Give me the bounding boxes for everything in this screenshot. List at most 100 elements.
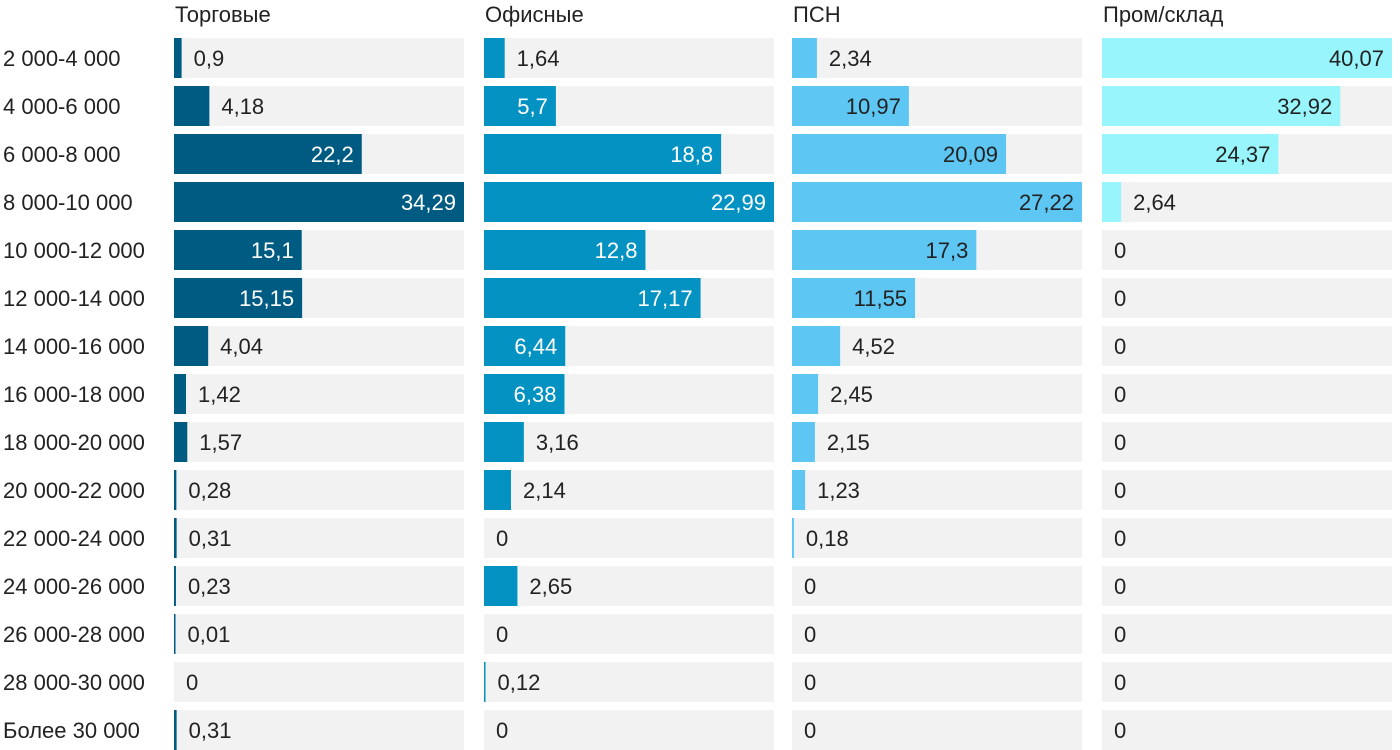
bar [484,566,518,606]
bar [1102,182,1122,222]
bar-track [174,518,464,558]
bar [792,326,841,366]
data-label: 2,65 [529,574,572,599]
data-label: 4,18 [221,94,264,119]
category-label: 18 000-20 000 [3,430,145,455]
data-label: 2,15 [827,430,870,455]
data-label: 0 [496,622,508,647]
data-label: 0 [1114,238,1126,263]
bar-track [1102,614,1392,654]
category-label: 4 000-6 000 [3,94,120,119]
bar [792,518,794,558]
bar-track [1102,566,1392,606]
data-label: 0 [1114,382,1126,407]
bar [174,326,209,366]
data-label: 0,9 [194,46,225,71]
bar [174,182,464,222]
bar [484,38,505,78]
data-label: 2,34 [829,46,872,71]
data-label: 4,52 [852,334,895,359]
bar [174,470,177,510]
bar [174,566,176,606]
bar-track [1102,326,1392,366]
bar [484,278,701,318]
data-label: 18,8 [670,142,713,167]
bar-track [1102,422,1392,462]
data-label: 0,12 [498,670,541,695]
category-label: 28 000-30 000 [3,670,145,695]
data-label: 0 [1114,478,1126,503]
bar-track [1102,278,1392,318]
data-label: 0 [1114,622,1126,647]
data-label: 40,07 [1329,46,1384,71]
bar-track [792,470,1082,510]
bar [484,326,566,366]
data-label: 0,18 [806,526,849,551]
data-label: 1,23 [817,478,860,503]
category-label: Более 30 000 [3,718,140,743]
category-label: 20 000-22 000 [3,478,145,503]
data-label: 1,57 [199,430,242,455]
bar-track [174,422,464,462]
bar [484,470,511,510]
bar-track [174,470,464,510]
data-label: 0,31 [189,526,232,551]
bar [484,182,774,222]
data-label: 1,64 [517,46,560,71]
data-label: 15,15 [239,286,294,311]
data-label: 0,01 [188,622,231,647]
bar-track [174,86,464,126]
bar-track [792,566,1082,606]
bar [1102,86,1341,126]
column-title: ПСН [793,2,841,27]
bar [174,38,182,78]
bar-track [1102,374,1392,414]
data-label: 0 [496,526,508,551]
data-label: 0 [1114,670,1126,695]
data-label: 4,04 [220,334,263,359]
bar [174,134,362,174]
bar-track [174,614,464,654]
data-label: 22,99 [711,190,766,215]
bar [174,86,210,126]
bar-track [174,38,464,78]
data-label: 5,7 [517,94,548,119]
bar [174,374,187,414]
data-label: 0 [804,622,816,647]
data-label: 0,28 [188,478,231,503]
data-label: 11,55 [854,286,907,311]
category-label: 6 000-8 000 [3,142,120,167]
bar-track [792,422,1082,462]
bar-track [792,662,1082,702]
data-label: 2,64 [1133,190,1176,215]
category-label: 22 000-24 000 [3,526,145,551]
bar [484,230,646,270]
bar-track [484,470,774,510]
data-label: 32,92 [1277,94,1332,119]
data-label: 0 [1114,430,1126,455]
data-label: 0 [1114,526,1126,551]
data-label: 2,45 [830,382,873,407]
bar [484,662,486,702]
bar [792,182,1082,222]
bar-track [1102,518,1392,558]
bar [174,518,177,558]
bar [792,38,817,78]
bar [174,278,303,318]
bar [174,614,176,654]
data-label: 0 [1114,286,1126,311]
bar-track [484,38,774,78]
bar [484,134,722,174]
bar-track [484,566,774,606]
bar [484,86,556,126]
data-label: 0 [496,718,508,743]
bar-track [792,374,1082,414]
bar [792,374,819,414]
bar-track [174,710,464,750]
bar [484,374,565,414]
data-label: 3,16 [536,430,579,455]
bar [174,422,188,462]
column-title: Торговые [175,2,271,27]
bar-track [174,662,464,702]
